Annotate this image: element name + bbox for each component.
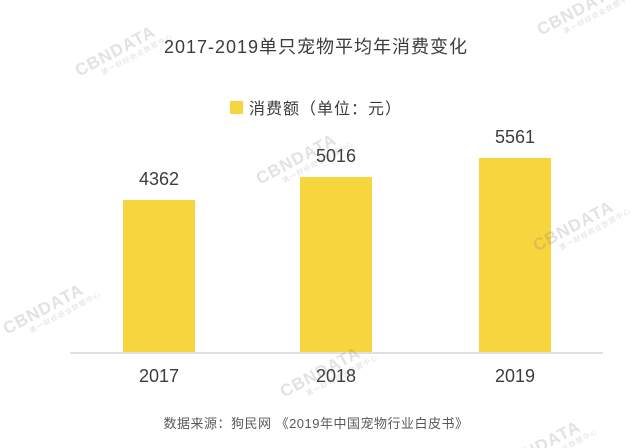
bar-value-label-2019: 5561 — [494, 127, 536, 147]
x-axis-label-2019: 2019 — [494, 366, 536, 386]
x-axis-label-2017: 2017 — [138, 366, 180, 386]
x-axis-label-2018: 2018 — [315, 366, 357, 386]
bar-value-label-2018: 5016 — [315, 146, 357, 166]
data-source-note: 数据来源：狗民网 《2019年中国宠物行业白皮书》 — [163, 416, 469, 431]
legend: 消费额（单位：元） — [0, 95, 632, 119]
bar-2017 — [123, 200, 195, 353]
bar-2018 — [300, 177, 372, 353]
x-axis-line — [70, 352, 603, 354]
legend-label: 消费额（单位：元） — [248, 101, 402, 118]
bar-2019 — [479, 158, 551, 353]
chart-title: 2017-2019单只宠物平均年消费变化 — [163, 37, 469, 57]
bar-value-label-2017: 4362 — [138, 169, 180, 189]
legend-color-swatch — [229, 100, 243, 114]
